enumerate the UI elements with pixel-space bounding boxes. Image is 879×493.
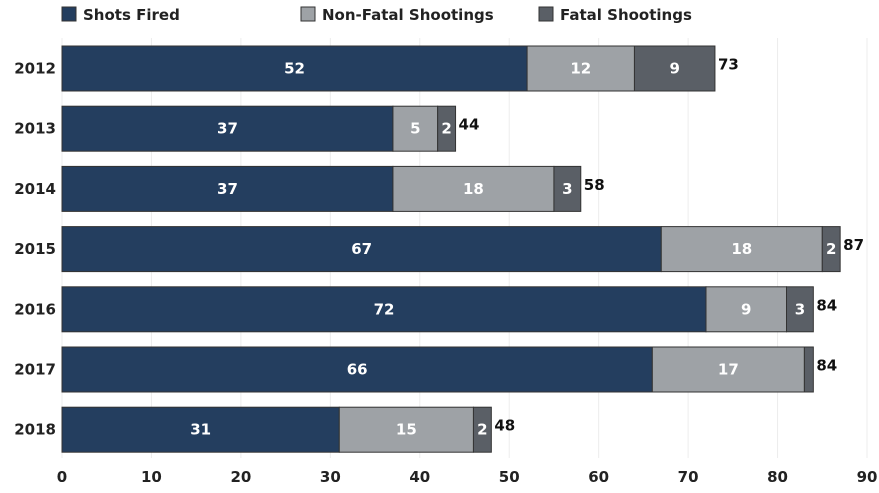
bar-segment	[526, 45, 635, 92]
bar-segment	[633, 45, 716, 92]
bar-segment	[803, 346, 814, 393]
segment-label: 15	[396, 421, 417, 439]
segment-label: 9	[741, 300, 751, 318]
bar-segment	[705, 286, 787, 333]
bar-segment	[61, 286, 707, 333]
segment-label: 37	[217, 120, 238, 138]
category-label: 2016	[14, 300, 56, 318]
segment-label: 2	[477, 421, 487, 439]
segment-label: 67	[351, 240, 372, 258]
total-label: 58	[584, 176, 605, 194]
segment-label: 37	[217, 180, 238, 198]
category-label: 2013	[14, 120, 56, 138]
total-label: 84	[816, 357, 837, 375]
bar-segment	[660, 226, 823, 273]
bar-segment	[392, 105, 439, 152]
legend-swatch	[61, 6, 77, 22]
category-label: 2018	[14, 421, 56, 439]
bar-segment	[553, 165, 582, 212]
bar-segment	[651, 346, 805, 393]
x-tick-label: 80	[767, 468, 788, 486]
segment-label: 12	[570, 60, 591, 78]
total-label: 44	[459, 116, 480, 134]
segment-label: 3	[562, 180, 572, 198]
bar-segment	[61, 105, 394, 152]
x-tick-label: 20	[230, 468, 251, 486]
legend-label: Shots Fired	[83, 6, 180, 24]
total-label: 84	[816, 296, 837, 314]
category-label: 2012	[14, 60, 56, 78]
segment-label: 5	[410, 120, 420, 138]
category-label: 2017	[14, 361, 56, 379]
segment-label: 3	[795, 300, 805, 318]
total-label: 73	[718, 56, 739, 74]
bar-segment	[392, 165, 555, 212]
bar-segment	[61, 165, 394, 212]
x-tick-label: 10	[141, 468, 162, 486]
total-label: 87	[843, 236, 864, 254]
x-axis: 0 10 20 30 40 50 60 70 80 90	[57, 468, 878, 486]
legend-swatch	[300, 6, 316, 22]
category-label: 2015	[14, 240, 56, 258]
bar-segment	[61, 226, 662, 273]
bar-segment	[821, 226, 841, 273]
bar-segment	[61, 346, 653, 393]
segment-label: 18	[463, 180, 484, 198]
legend-label: Fatal Shootings	[560, 6, 692, 24]
segment-label: 72	[374, 300, 395, 318]
x-tick-label: 40	[409, 468, 430, 486]
legend: Shots Fired Non-Fatal Shootings Fatal Shoo…	[61, 6, 692, 24]
category-label: 2014	[14, 180, 56, 198]
bar-segment	[437, 105, 457, 152]
x-tick-label: 90	[857, 468, 878, 486]
segment-label: 66	[347, 361, 368, 379]
legend-label: Non-Fatal Shootings	[322, 6, 494, 24]
segment-label: 17	[718, 361, 739, 379]
bar-segment	[472, 406, 492, 453]
legend-swatch	[538, 6, 554, 22]
bar-segment	[61, 406, 340, 453]
bar-segment	[338, 406, 474, 453]
segment-label: 2	[826, 240, 836, 258]
segment-label: 52	[284, 60, 305, 78]
x-tick-label: 50	[499, 468, 520, 486]
segment-label: 2	[441, 120, 451, 138]
segment-label: 31	[190, 421, 211, 439]
x-tick-label: 0	[57, 468, 67, 486]
bar-segment	[786, 286, 814, 333]
x-tick-label: 70	[678, 468, 699, 486]
segment-label: 18	[731, 240, 752, 258]
x-tick-label: 60	[588, 468, 609, 486]
x-tick-label: 30	[320, 468, 341, 486]
segment-label: 9	[669, 60, 679, 78]
total-label: 48	[494, 417, 515, 435]
